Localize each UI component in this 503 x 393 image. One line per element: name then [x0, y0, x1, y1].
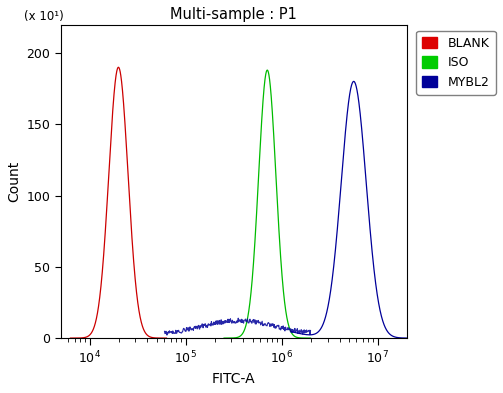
Y-axis label: Count: Count: [7, 161, 21, 202]
Title: Multi-sample : P1: Multi-sample : P1: [170, 7, 297, 22]
Legend: BLANK, ISO, MYBL2: BLANK, ISO, MYBL2: [416, 31, 495, 95]
Text: (x 10¹): (x 10¹): [25, 10, 64, 23]
X-axis label: FITC-A: FITC-A: [212, 372, 256, 386]
